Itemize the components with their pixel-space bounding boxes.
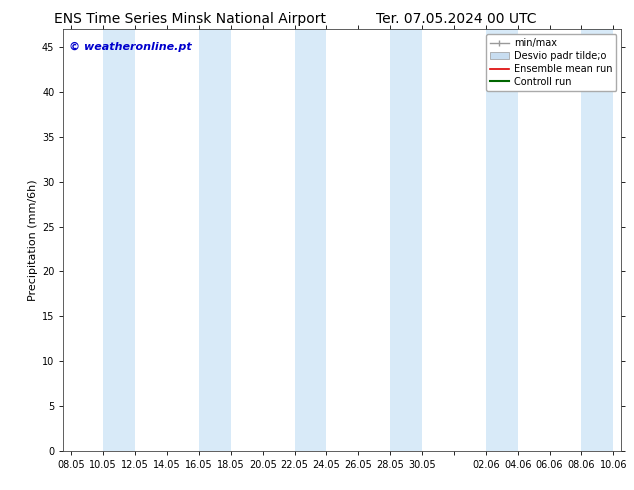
Legend: min/max, Desvio padr tilde;o, Ensemble mean run, Controll run: min/max, Desvio padr tilde;o, Ensemble m…	[486, 34, 616, 91]
Text: Ter. 07.05.2024 00 UTC: Ter. 07.05.2024 00 UTC	[376, 12, 537, 26]
Bar	[103, 29, 135, 451]
Y-axis label: Precipitation (mm/6h): Precipitation (mm/6h)	[28, 179, 37, 301]
Bar	[581, 29, 613, 451]
Bar	[390, 29, 422, 451]
Text: ENS Time Series Minsk National Airport: ENS Time Series Minsk National Airport	[54, 12, 327, 26]
Bar	[295, 29, 327, 451]
Bar	[199, 29, 231, 451]
Text: © weatheronline.pt: © weatheronline.pt	[69, 42, 191, 52]
Bar	[486, 29, 518, 451]
